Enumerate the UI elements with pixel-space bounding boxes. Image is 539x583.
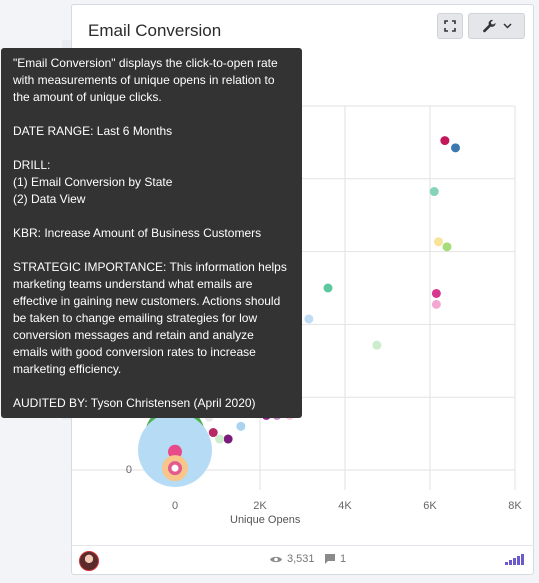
view-count-value: 3,531 xyxy=(287,553,315,565)
data-point xyxy=(451,143,460,153)
view-count: 3,531 xyxy=(269,553,315,565)
data-point xyxy=(223,434,233,444)
comment-icon xyxy=(325,554,335,564)
data-point xyxy=(236,421,246,431)
tooltip-description: "Email Conversion" displays the click-to… xyxy=(13,56,278,104)
eye-icon xyxy=(270,556,282,562)
comment-count[interactable]: 1 xyxy=(325,553,346,565)
tooltip-kbr: KBR: Increase Amount of Business Custome… xyxy=(13,226,262,240)
data-point xyxy=(434,237,443,247)
comment-count-value: 1 xyxy=(340,553,347,565)
widget-title: Email Conversion xyxy=(88,21,222,40)
tooltip-drill-heading: DRILL: xyxy=(13,158,51,172)
data-point xyxy=(304,314,314,324)
data-point xyxy=(442,242,452,252)
wrench-icon xyxy=(482,19,496,32)
x-tick-label: 2K xyxy=(253,500,267,512)
chevron-down-icon xyxy=(502,23,512,29)
x-tick-label: 0 xyxy=(172,500,178,512)
tooltip-audited: AUDITED BY: Tyson Christensen (April 202… xyxy=(13,396,256,410)
tooltip-drill-item-1: (1) Email Conversion by State xyxy=(13,175,173,189)
tools-menu-button[interactable] xyxy=(468,13,525,39)
data-point xyxy=(171,464,179,472)
x-tick-label: 4K xyxy=(338,500,352,512)
y-tick-label: 0 xyxy=(126,464,132,476)
data-point xyxy=(323,283,333,293)
data-point xyxy=(168,444,182,459)
signal-bars-icon xyxy=(505,554,524,565)
data-point xyxy=(372,340,382,350)
tooltip-date-range: DATE RANGE: Last 6 Months xyxy=(13,124,173,138)
x-axis-title: Unique Opens xyxy=(230,514,301,526)
widget-info-tooltip: "Email Conversion" displays the click-to… xyxy=(1,48,302,418)
expand-icon xyxy=(444,20,456,32)
widget-footer: 3,531 1 xyxy=(71,545,534,575)
tooltip-strategic: STRATEGIC IMPORTANCE: This information h… xyxy=(13,260,287,376)
tooltip-drill-item-2: (2) Data View xyxy=(13,192,86,206)
data-point xyxy=(431,288,441,298)
x-tick-label: 8K xyxy=(508,500,522,512)
data-point xyxy=(208,428,218,438)
data-point xyxy=(215,434,225,444)
avatar[interactable] xyxy=(79,551,99,571)
data-point xyxy=(431,299,441,309)
x-tick-label: 6K xyxy=(423,500,437,512)
tooltip-drill: DRILL: (1) Email Conversion by State (2)… xyxy=(13,157,290,208)
data-point xyxy=(440,136,450,146)
data-point xyxy=(429,187,439,197)
expand-button[interactable] xyxy=(437,13,463,39)
